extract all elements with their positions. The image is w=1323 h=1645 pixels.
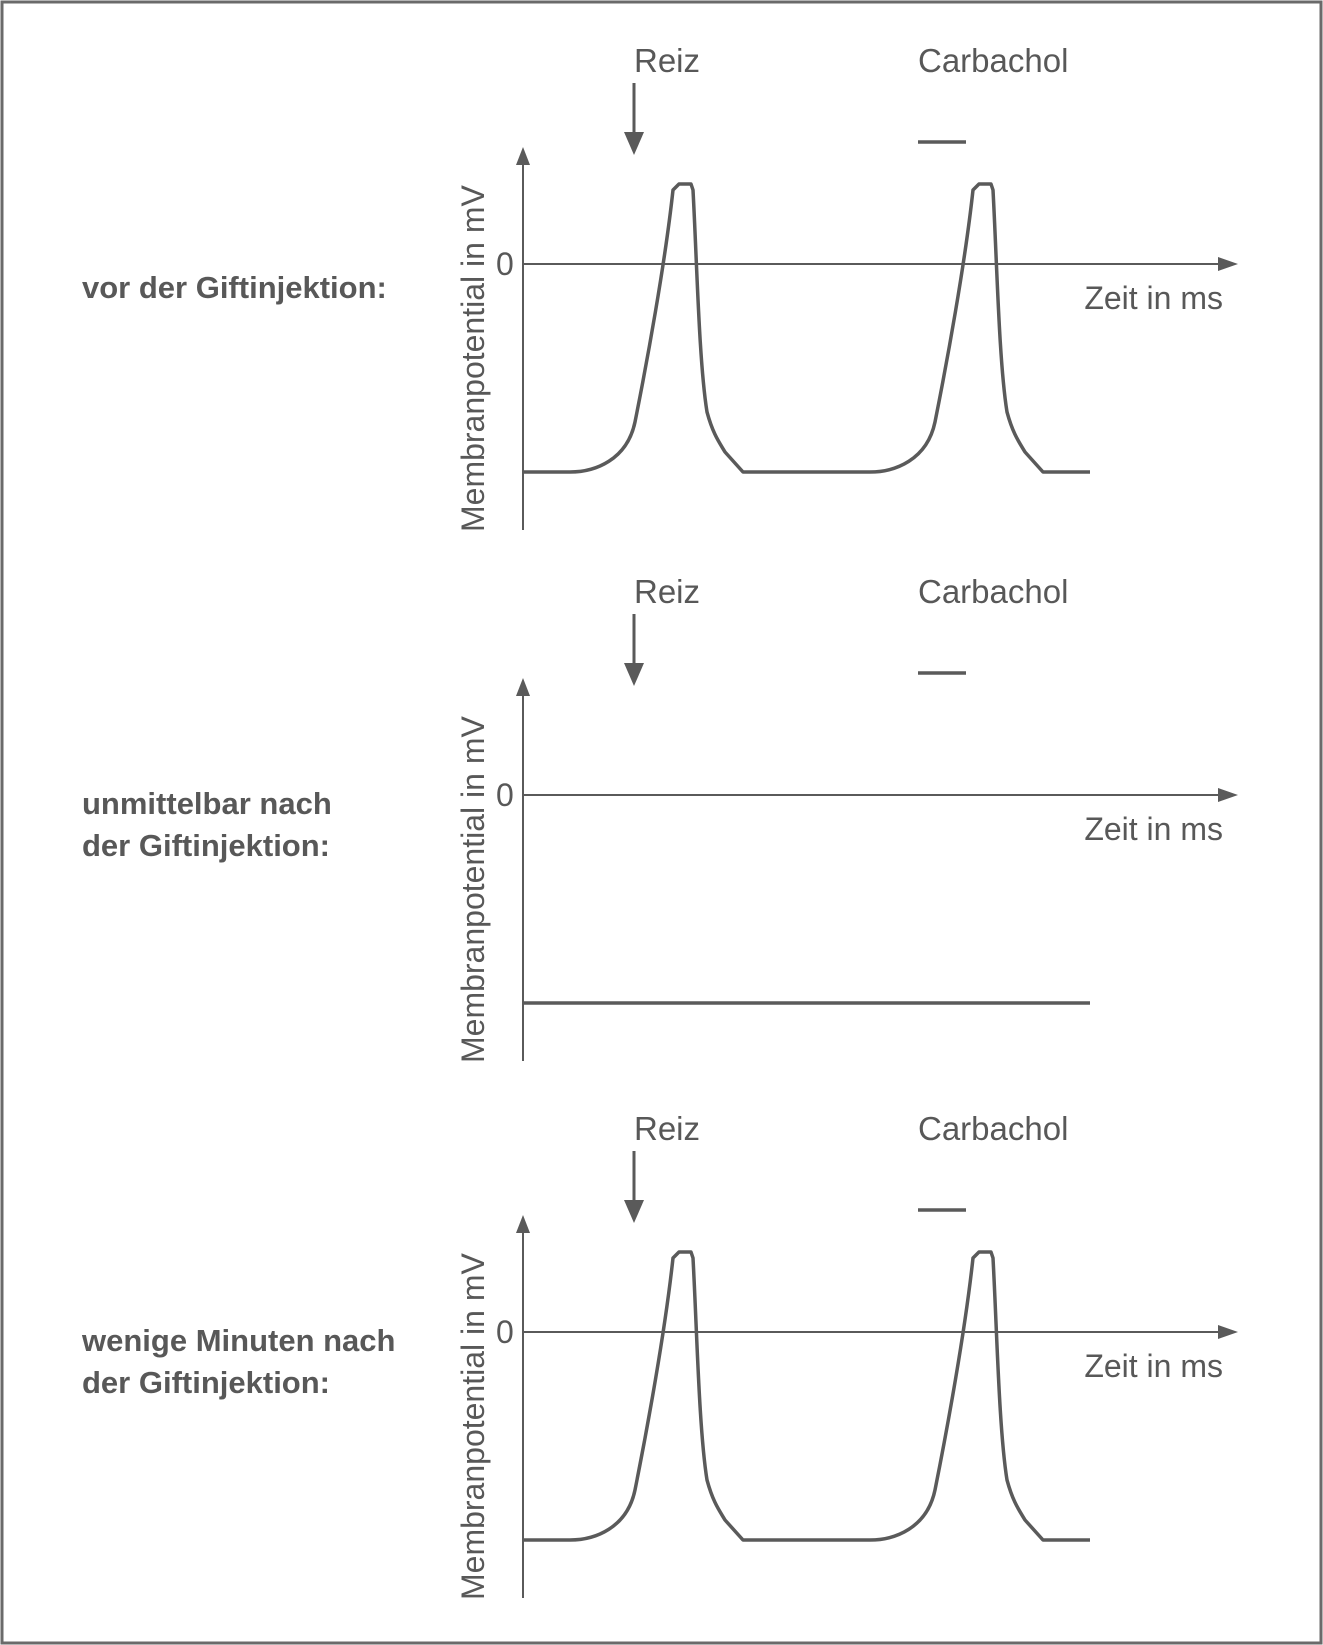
y-axis-arrow: [516, 147, 530, 165]
panel-2: unmittelbar nach der Giftinjektion: Reiz Ca…: [82, 573, 1238, 1063]
stimulus-label: Reiz: [634, 42, 700, 79]
x-axis-label: Zeit in ms: [1084, 1348, 1223, 1384]
panel-1: vor der Giftinjektion: Reiz Carbachol Membr…: [82, 42, 1238, 532]
stimulus-label: Reiz: [634, 1110, 700, 1147]
y-axis-label: Membranpotential in mV: [455, 1253, 491, 1600]
condition-label: vor der Giftinjektion:: [82, 270, 387, 305]
stimulus-arrow-head: [624, 132, 644, 155]
y-tick-label-zero: 0: [496, 777, 514, 813]
condition-label: der Giftinjektion:: [82, 1365, 330, 1400]
panel-3: wenige Minuten nach der Giftinjektion: Rei…: [81, 1110, 1238, 1600]
x-axis-label: Zeit in ms: [1084, 280, 1223, 316]
condition-label: wenige Minuten nach: [81, 1323, 395, 1358]
stimulus-arrow-head: [624, 663, 644, 686]
stimulus-arrow-head: [624, 1200, 644, 1223]
membrane-potential-trace: [523, 1250, 1090, 1542]
x-axis-label: Zeit in ms: [1084, 811, 1223, 847]
y-axis-label: Membranpotential in mV: [455, 185, 491, 532]
y-tick-label-zero: 0: [496, 246, 514, 282]
stimulus-label: Reiz: [634, 573, 700, 610]
x-axis-arrow: [1218, 257, 1238, 271]
y-axis-arrow: [516, 1215, 530, 1233]
x-axis-arrow: [1218, 788, 1238, 802]
condition-label: unmittelbar nach: [82, 786, 332, 821]
y-tick-label-zero: 0: [496, 1314, 514, 1350]
condition-label: der Giftinjektion:: [82, 828, 330, 863]
x-axis-arrow: [1218, 1325, 1238, 1339]
agent-label: Carbachol: [918, 42, 1068, 79]
agent-label: Carbachol: [918, 573, 1068, 610]
agent-label: Carbachol: [918, 1110, 1068, 1147]
y-axis-label: Membranpotential in mV: [455, 716, 491, 1063]
membrane-potential-trace: [523, 182, 1090, 474]
y-axis-arrow: [516, 678, 530, 696]
